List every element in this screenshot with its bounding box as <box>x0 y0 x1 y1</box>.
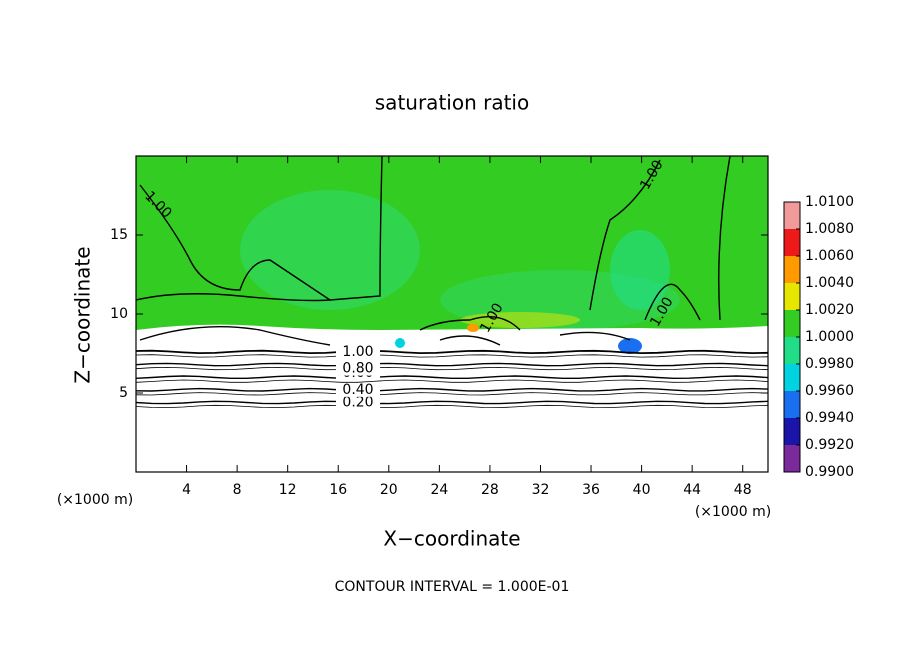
colorbar-tick-label: 0.9920 <box>805 437 854 453</box>
contour-label: 1.00 <box>342 344 373 360</box>
x-tick-label: 40 <box>633 482 651 498</box>
colorbar-band <box>784 391 800 418</box>
contour-label-bg <box>336 382 380 397</box>
x-unit: (×1000 m) <box>695 504 771 520</box>
contour-line <box>139 156 383 301</box>
cloud-region <box>136 324 768 472</box>
colorbar-tick-label: 0.9960 <box>805 383 854 399</box>
colorbar-tick-label: 1.0000 <box>805 329 854 345</box>
x-tick-label: 44 <box>683 482 701 498</box>
colorbar-tick-label: 1.0080 <box>805 221 854 237</box>
contour-line <box>718 156 731 321</box>
colorbar-tick-label: 1.0100 <box>805 194 854 210</box>
contour-line <box>589 159 661 311</box>
x-tick-label: 20 <box>380 482 398 498</box>
y-tick-label: 10 <box>110 306 128 322</box>
x-tick-label: 16 <box>329 482 347 498</box>
colorbar-band <box>784 283 800 310</box>
field-patch <box>618 338 642 354</box>
colorbar-band <box>784 310 800 337</box>
field-patch <box>240 190 420 310</box>
contour-line <box>136 354 768 358</box>
colorbar-tick-label: 1.0060 <box>805 248 854 264</box>
colorbar-band <box>784 256 800 283</box>
contour-label-bg <box>336 344 380 359</box>
x-tick-label: 24 <box>430 482 448 498</box>
y-tick-label: 15 <box>110 227 128 243</box>
x-tick-label: 32 <box>532 482 550 498</box>
contour-line <box>136 404 768 409</box>
colorbar-band <box>784 364 800 391</box>
colorbar-band <box>784 418 800 445</box>
x-tick-label: 8 <box>233 482 242 498</box>
contour-line <box>136 375 768 380</box>
x-tick-label: 36 <box>582 482 600 498</box>
x-tick-label: 4 <box>182 482 191 498</box>
contour-label: 0.20 <box>342 394 373 410</box>
x-tick-label: 12 <box>279 482 297 498</box>
colorbar-tick-label: 0.9980 <box>805 356 854 372</box>
contour-label-bg <box>336 361 380 376</box>
contour-line <box>136 400 768 405</box>
colorbar-tick-label: 0.9900 <box>805 464 854 480</box>
colorbar-band <box>784 229 800 256</box>
colorbar-tick-label: 1.0040 <box>805 275 854 291</box>
colorbar-tick-label: 1.0020 <box>805 302 854 318</box>
contour-label: 0.80 <box>342 361 373 377</box>
footnote: CONTOUR INTERVAL = 1.000E-01 <box>335 579 570 595</box>
chart-title: saturation ratio <box>375 91 529 115</box>
contour-line <box>136 362 768 367</box>
y-tick-label: 5 <box>119 385 128 401</box>
contour-line <box>136 293 331 302</box>
contour-line <box>136 349 768 355</box>
contour-line <box>139 325 631 346</box>
x-tick-label: 28 <box>481 482 499 498</box>
y-axis-label: Z−coordinate <box>71 246 95 383</box>
field-patch <box>467 324 479 332</box>
contour-line <box>136 392 768 396</box>
field-patch <box>395 338 405 348</box>
field-patch <box>610 230 670 310</box>
x-axis-label: X−coordinate <box>383 527 520 551</box>
colorbar-band <box>784 445 800 472</box>
contours: 0.200.400.600.801.001.001.001.001.00 <box>136 156 768 410</box>
x-tick-label: 48 <box>734 482 752 498</box>
contour-line <box>644 283 701 321</box>
colorbar-band <box>784 202 800 229</box>
colorbar-tick-label: 0.9940 <box>805 410 854 426</box>
contour-label: 0.40 <box>342 382 373 398</box>
colorbar-band <box>784 337 800 364</box>
contour-line <box>136 379 768 383</box>
field <box>136 156 768 472</box>
contour-line <box>136 387 768 392</box>
contour-label-bg <box>336 395 380 410</box>
x-unit: (×1000 m) <box>57 492 133 508</box>
contour-line <box>136 366 768 371</box>
contour-line <box>419 316 521 331</box>
